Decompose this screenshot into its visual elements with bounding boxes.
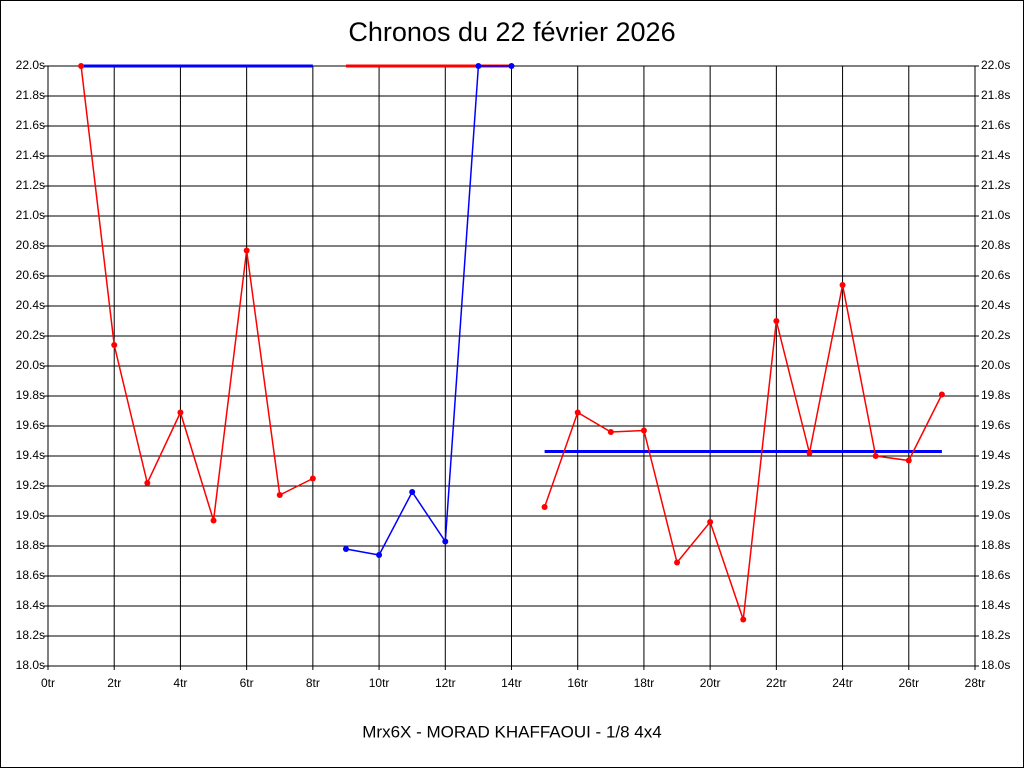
- y-tick-label: 20.4s: [16, 298, 45, 312]
- x-tick-label: 14tr: [501, 676, 522, 690]
- x-tick-label: 10tr: [369, 676, 390, 690]
- series-line: [80, 65, 314, 521]
- y-tick-label: 18.8s: [16, 538, 45, 552]
- y-tick-label: 18.6s: [16, 568, 45, 582]
- y2-tick-label: 18.6s: [981, 568, 1010, 582]
- point: [674, 559, 681, 566]
- y2-tick-label: 20.0s: [981, 358, 1010, 372]
- y-tick-label: 18.0s: [16, 658, 45, 672]
- y2-tick-label: 21.0s: [981, 208, 1010, 222]
- y-tick-label: 21.6s: [16, 118, 45, 132]
- y-tick-label: 18.2s: [16, 628, 45, 642]
- y-tick-label: 20.2s: [16, 328, 45, 342]
- x-tick-label: 26tr: [898, 676, 919, 690]
- y2-tick-label: 19.2s: [981, 478, 1010, 492]
- point: [740, 616, 747, 623]
- y2-tick-label: 19.6s: [981, 418, 1010, 432]
- x-tick-label: 16tr: [567, 676, 588, 690]
- point: [508, 63, 515, 69]
- x-tick-label: 4tr: [173, 676, 187, 690]
- y2-tick-label: 19.0s: [981, 508, 1010, 522]
- y2-tick-label: 19.8s: [981, 388, 1010, 402]
- y2-tick-label: 20.2s: [981, 328, 1010, 342]
- y-tick-label: 19.8s: [16, 388, 45, 402]
- point: [773, 318, 780, 324]
- x-tick-label: 20tr: [700, 676, 721, 690]
- point: [342, 546, 349, 552]
- point: [640, 427, 647, 434]
- point: [905, 457, 912, 464]
- y-tick-label: 19.0s: [16, 508, 45, 522]
- x-tick-label: 22tr: [766, 676, 787, 690]
- point: [409, 489, 416, 495]
- y-tick-label: 21.0s: [16, 208, 45, 222]
- y2-tick-label: 18.4s: [981, 598, 1010, 612]
- x-tick-label: 6tr: [240, 676, 254, 690]
- point: [111, 342, 118, 348]
- y-tick-label: 19.2s: [16, 478, 45, 492]
- point: [144, 480, 151, 486]
- y2-tick-label: 22.0s: [981, 58, 1010, 72]
- series-line: [345, 65, 512, 556]
- y2-tick-label: 19.4s: [981, 448, 1010, 462]
- point: [309, 475, 316, 482]
- point: [938, 391, 945, 398]
- point: [707, 519, 714, 525]
- y2-tick-label: 21.4s: [981, 148, 1010, 162]
- point: [475, 63, 482, 69]
- point: [541, 504, 548, 510]
- point: [276, 492, 283, 498]
- point: [574, 409, 581, 416]
- point: [839, 282, 846, 288]
- y2-tick-label: 21.2s: [981, 178, 1010, 192]
- point: [607, 429, 614, 435]
- y-tick-label: 20.8s: [16, 238, 45, 252]
- y2-tick-label: 18.2s: [981, 628, 1010, 642]
- y2-tick-label: 21.8s: [981, 88, 1010, 102]
- y-tick-label: 21.2s: [16, 178, 45, 192]
- x-tick-label: 12tr: [435, 676, 456, 690]
- x-tick-label: 18tr: [634, 676, 655, 690]
- y-tick-label: 20.0s: [16, 358, 45, 372]
- x-tick-label: 8tr: [306, 676, 320, 690]
- x-tick-label: 24tr: [832, 676, 853, 690]
- y-tick-label: 21.4s: [16, 148, 45, 162]
- y-tick-label: 21.8s: [16, 88, 45, 102]
- x-tick-label: 28tr: [965, 676, 986, 690]
- x-tick-label: 0tr: [41, 676, 55, 690]
- x-axis-label: Mrx6X - MORAD KHAFFAOUI - 1/8 4x4: [362, 722, 661, 741]
- point: [210, 517, 217, 524]
- y-tick-label: 18.4s: [16, 598, 45, 612]
- y2-tick-label: 20.4s: [981, 298, 1010, 312]
- point: [806, 450, 813, 456]
- y2-tick-label: 20.6s: [981, 268, 1010, 282]
- point: [78, 63, 85, 69]
- y-tick-label: 19.4s: [16, 448, 45, 462]
- y-tick-label: 20.6s: [16, 268, 45, 282]
- point: [177, 409, 184, 416]
- x-tick-label: 2tr: [107, 676, 121, 690]
- y2-tick-label: 18.0s: [981, 658, 1010, 672]
- chart-title: Chronos du 22 février 2026: [348, 17, 675, 47]
- point: [243, 247, 250, 254]
- y2-tick-label: 21.6s: [981, 118, 1010, 132]
- y-tick-label: 22.0s: [16, 58, 45, 72]
- y-tick-label: 19.6s: [16, 418, 45, 432]
- point: [872, 453, 879, 459]
- point: [376, 552, 383, 558]
- y2-tick-label: 20.8s: [981, 238, 1010, 252]
- y2-tick-label: 18.8s: [981, 538, 1010, 552]
- point: [442, 538, 449, 545]
